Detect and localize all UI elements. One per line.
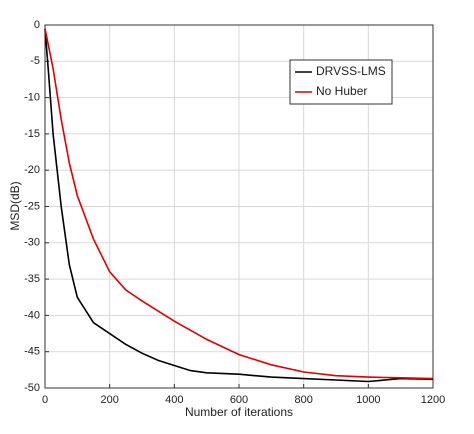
x-tick-label: 1200 [421, 394, 445, 406]
x-tick-label: 1000 [356, 394, 380, 406]
x-tick-label: 800 [294, 394, 312, 406]
y-tick-label: 0 [34, 19, 40, 31]
y-tick-label: -35 [24, 273, 40, 285]
y-tick-label: -25 [24, 200, 40, 212]
legend-label: No Huber [316, 84, 367, 98]
y-tick-label: -10 [24, 92, 40, 104]
legend-box [289, 59, 393, 105]
x-tick-label: 600 [230, 394, 248, 406]
y-tick-label: -20 [24, 164, 40, 176]
x-tick-label: 200 [100, 394, 118, 406]
plot-frame [44, 24, 434, 389]
series-line [44, 28, 434, 383]
y-tick-label: -40 [24, 309, 40, 321]
y-tick-label: -30 [24, 237, 40, 249]
legend-label: DRVSS-LMS [316, 64, 386, 78]
y-tick-label: -50 [24, 382, 40, 394]
y-tick-label: -5 [30, 55, 40, 67]
y-tick-label: -45 [24, 346, 40, 358]
y-axis-label: MSD(dB) [8, 181, 22, 230]
x-tick-label: 400 [165, 394, 183, 406]
y-tick-label: -15 [24, 128, 40, 140]
x-tick-label: 0 [42, 394, 48, 406]
series-line [44, 28, 434, 380]
x-axis-label: Number of iterations [185, 405, 293, 419]
